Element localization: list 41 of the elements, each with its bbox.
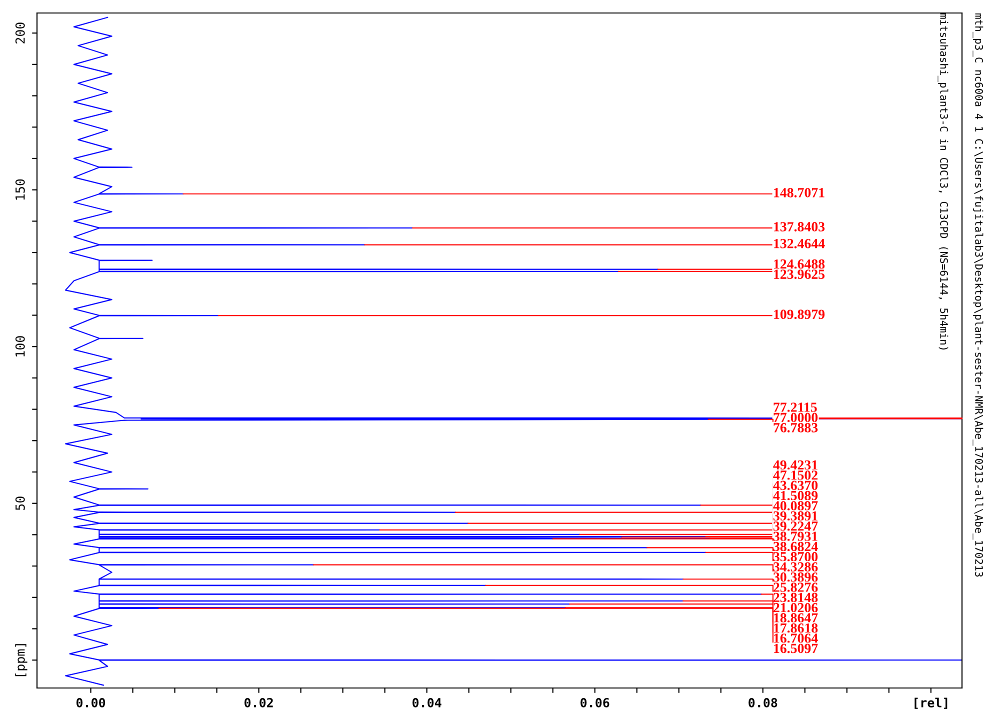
x-tick-label: 0.00 xyxy=(76,698,106,708)
y-tick-label: 50 xyxy=(15,496,25,510)
annotation: 30.3896 xyxy=(773,572,818,582)
x-tick-label: [rel] xyxy=(914,698,948,709)
annotation: 76.7883 xyxy=(774,422,818,432)
annotation: 77.0000 xyxy=(774,412,818,422)
annotation: 41.5089 xyxy=(773,490,818,500)
x-tick-label: 0.02 xyxy=(244,698,273,708)
annotation: 124.6488 xyxy=(774,259,825,269)
annotation: 123.9625 xyxy=(774,270,825,280)
annotation: 16.5097 xyxy=(774,644,818,654)
annotation: 148.7071 xyxy=(774,188,824,198)
annotation: 40.0897 xyxy=(773,501,818,511)
text: mitsuhashi_plant3-C in CDCl3, C13CPD (NS=6144, 5h4min) xyxy=(938,14,948,350)
annotation: 43.6370 xyxy=(773,480,818,490)
y-tick-label: 100 xyxy=(15,336,25,356)
x-tick-label: 0.08 xyxy=(748,698,778,708)
annotation: 132.4644 xyxy=(774,238,825,248)
annotation: 34.3286 xyxy=(773,562,818,572)
text: mth_p3_C nc600a 4 1 C:\Users\fujitalab3\Desktop\plant-sester-NMR\Abe_170213-all\Abe_170213 xyxy=(972,14,984,577)
annotation: 23.8148 xyxy=(774,592,818,602)
y-tick-label: 200 xyxy=(15,22,25,44)
annotation: 16.7064 xyxy=(774,634,818,643)
y-tick-label: 150 xyxy=(15,179,25,200)
annotation: 21.0206 xyxy=(774,602,818,612)
annotation: 35.8700 xyxy=(773,552,818,562)
x-tick-label: 0.06 xyxy=(580,698,610,708)
annotation: 137.8403 xyxy=(774,222,825,232)
annotation: 18.8647 xyxy=(774,613,818,623)
annotation: 109.8979 xyxy=(774,310,825,320)
annotation: 77.2115 xyxy=(774,402,817,412)
annotation: 47.1502 xyxy=(773,470,818,480)
annotation: 38.7931 xyxy=(773,532,818,542)
x-tick-label: 0.04 xyxy=(412,698,442,708)
annotation: 25.8276 xyxy=(774,582,818,592)
annotation: 17.8618 xyxy=(774,623,818,633)
annotation: 39.2247 xyxy=(773,522,818,531)
y-tick-label: [ppm] xyxy=(15,644,28,676)
annotation: 49.4231 xyxy=(773,460,818,470)
annotation: 39.3891 xyxy=(773,511,818,521)
annotation: 38.6824 xyxy=(773,542,818,552)
